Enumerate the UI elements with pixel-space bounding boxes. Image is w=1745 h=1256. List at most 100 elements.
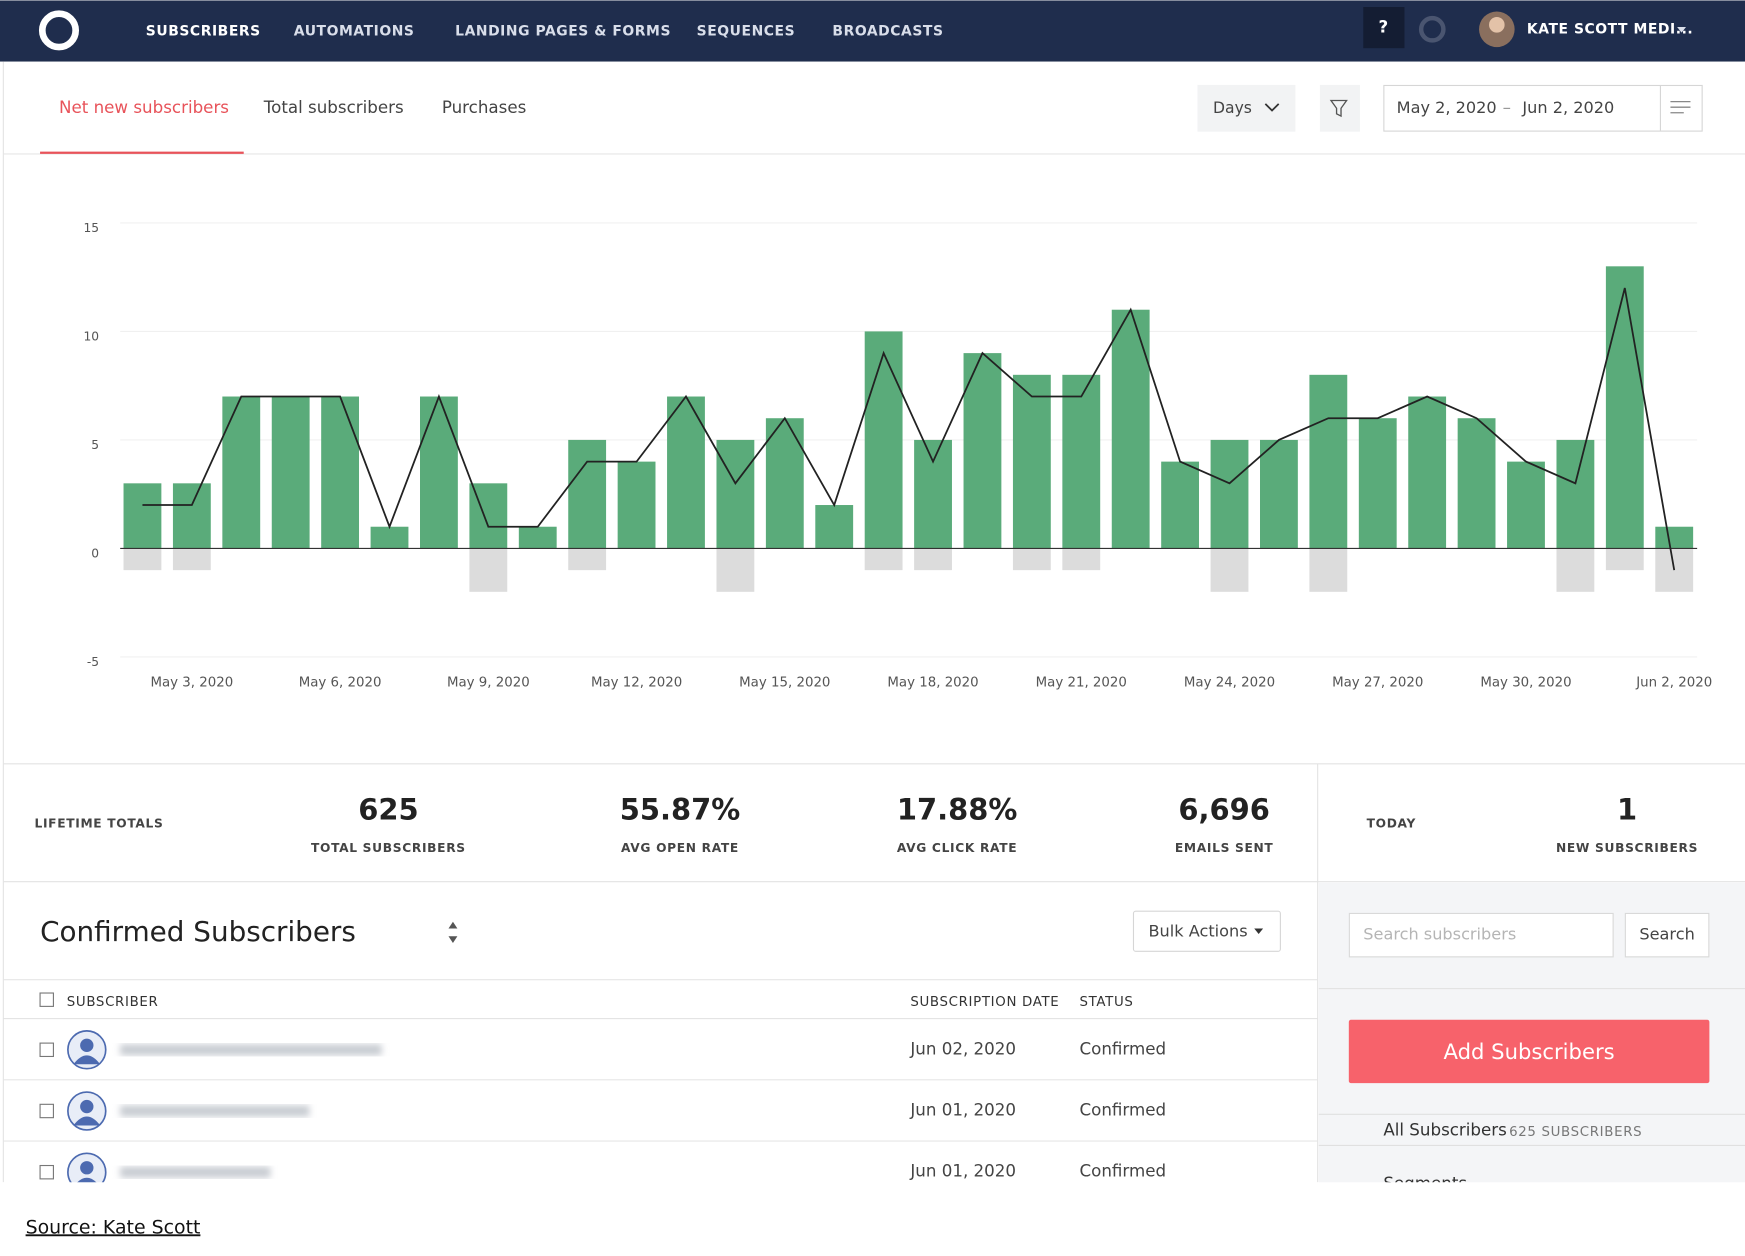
- chevron: [1264, 103, 1280, 112]
- status: Confirmed: [1079, 1100, 1166, 1119]
- stat-label: TOTAL SUBSCRIBERS: [311, 841, 466, 855]
- all-count: 625 SUBSCRIBERS: [1509, 1125, 1642, 1140]
- bar: [1309, 374, 1348, 549]
- x-tick-label: May 27, 2020: [1332, 676, 1423, 691]
- add-subscribers[interactable]: [1348, 1019, 1710, 1084]
- bar: [1457, 418, 1496, 549]
- bar: [716, 439, 755, 549]
- search-input[interactable]: [1348, 912, 1614, 958]
- bar: [765, 418, 804, 549]
- bar: [617, 461, 656, 549]
- interval-select[interactable]: [1197, 84, 1296, 132]
- subscription-date: Jun 02, 2020: [909, 1039, 1016, 1058]
- bar: [420, 396, 458, 549]
- subscription-date: Jun 01, 2020: [909, 1162, 1016, 1181]
- avatar-head: [80, 1038, 94, 1053]
- logo[interactable]: [38, 10, 80, 51]
- help-button[interactable]: [1363, 7, 1405, 49]
- date-separator: –: [1503, 98, 1511, 117]
- bar: [1556, 548, 1595, 592]
- filter-button[interactable]: [1319, 84, 1360, 132]
- today-caption: NEW SUBSCRIBERS: [1556, 841, 1698, 855]
- tab[interactable]: Net new subscribers: [59, 98, 229, 117]
- bar: [1655, 548, 1694, 592]
- x-tick-label: May 30, 2020: [1480, 676, 1571, 691]
- interval-label: Days: [1213, 99, 1252, 117]
- bar: [321, 396, 360, 549]
- x-tick-label: Jun 2, 2020: [1635, 676, 1712, 691]
- checkbox[interactable]: [39, 1103, 54, 1119]
- all-subscribers[interactable]: All Subscribers: [1383, 1121, 1507, 1140]
- menu-icon: [1670, 100, 1691, 114]
- nav-item[interactable]: SUBSCRIBERS: [146, 23, 261, 39]
- checkbox[interactable]: [39, 992, 54, 1007]
- add-label: Add Subscribers: [1444, 1039, 1615, 1064]
- today-label: TODAY: [1367, 816, 1416, 830]
- x-tick-label: May 9, 2020: [447, 676, 530, 691]
- x-tick-label: May 21, 2020: [1036, 676, 1127, 691]
- nav-item[interactable]: BROADCASTS: [832, 23, 943, 39]
- bar: [1012, 548, 1051, 571]
- net-line: [142, 287, 1676, 571]
- bulk-actions[interactable]: [1132, 910, 1281, 952]
- bar: [815, 505, 854, 549]
- bar: [1012, 374, 1051, 549]
- stat-value: 55.87%: [620, 793, 740, 827]
- bar: [1260, 439, 1298, 549]
- bar: [1605, 548, 1644, 571]
- column-header: SUBSCRIPTION DATE: [910, 995, 1059, 1010]
- avatar-body: [77, 1177, 97, 1183]
- y-tick-label: 15: [83, 221, 99, 235]
- date-range[interactable]: [1383, 84, 1703, 132]
- column-header: SUBSCRIBER: [67, 995, 159, 1010]
- totals-label: LIFETIME TOTALS: [34, 816, 163, 830]
- source[interactable]: Source: Kate Scott: [26, 1216, 201, 1238]
- nav-item[interactable]: LANDING PAGES & FORMS: [455, 23, 671, 39]
- nav-item[interactable]: SEQUENCES: [697, 23, 796, 39]
- y-tick-label: 5: [91, 438, 99, 452]
- bar: [568, 439, 607, 549]
- column-header: STATUS: [1079, 995, 1133, 1010]
- stat-label: AVG CLICK RATE: [897, 841, 1017, 855]
- status: Confirmed: [1079, 1039, 1166, 1058]
- x-tick-label: May 6, 2020: [299, 676, 382, 691]
- avatar-face: [1489, 17, 1505, 33]
- segments[interactable]: Segments: [1383, 1174, 1467, 1193]
- sort-toggle[interactable]: [448, 921, 458, 943]
- bar: [716, 548, 755, 592]
- bar: [1062, 374, 1101, 549]
- bar: [963, 353, 1002, 549]
- avatar-body: [73, 1055, 101, 1065]
- bar: [1507, 461, 1545, 549]
- bar: [864, 331, 903, 549]
- nav-bar: [0, 0, 1745, 62]
- checkbox[interactable]: [39, 1164, 54, 1180]
- y-tick-label: 0: [91, 546, 99, 560]
- caret: [1677, 27, 1687, 33]
- bar: [1210, 548, 1249, 592]
- status: Confirmed: [1079, 1162, 1166, 1181]
- bar: [1161, 461, 1200, 549]
- redacted-email: [120, 1044, 382, 1056]
- redacted-email: [120, 1166, 271, 1178]
- search-label: Search: [1639, 925, 1694, 944]
- today-value: 1: [1617, 793, 1637, 827]
- nav-item[interactable]: AUTOMATIONS: [294, 23, 415, 39]
- tab[interactable]: Total subscribers: [263, 98, 404, 117]
- user-menu[interactable]: KATE SCOTT MEDI...: [1527, 21, 1693, 37]
- search-button[interactable]: [1624, 912, 1710, 958]
- tab[interactable]: Purchases: [442, 98, 526, 117]
- checkbox[interactable]: [39, 1042, 54, 1058]
- bar: [222, 396, 261, 549]
- bar: [1358, 418, 1397, 549]
- bar: [1408, 396, 1447, 549]
- bar: [568, 548, 607, 571]
- bar: [914, 548, 952, 571]
- bar: [123, 483, 162, 549]
- bar: [1062, 548, 1101, 571]
- rows: Jun 02, 2020 Confirmed Jun 01, 2020 Confirm…: [3, 1030, 1318, 1183]
- x-tick-label: May 18, 2020: [887, 676, 978, 691]
- bar: [469, 548, 508, 592]
- date-to: Jun 2, 2020: [1521, 98, 1614, 117]
